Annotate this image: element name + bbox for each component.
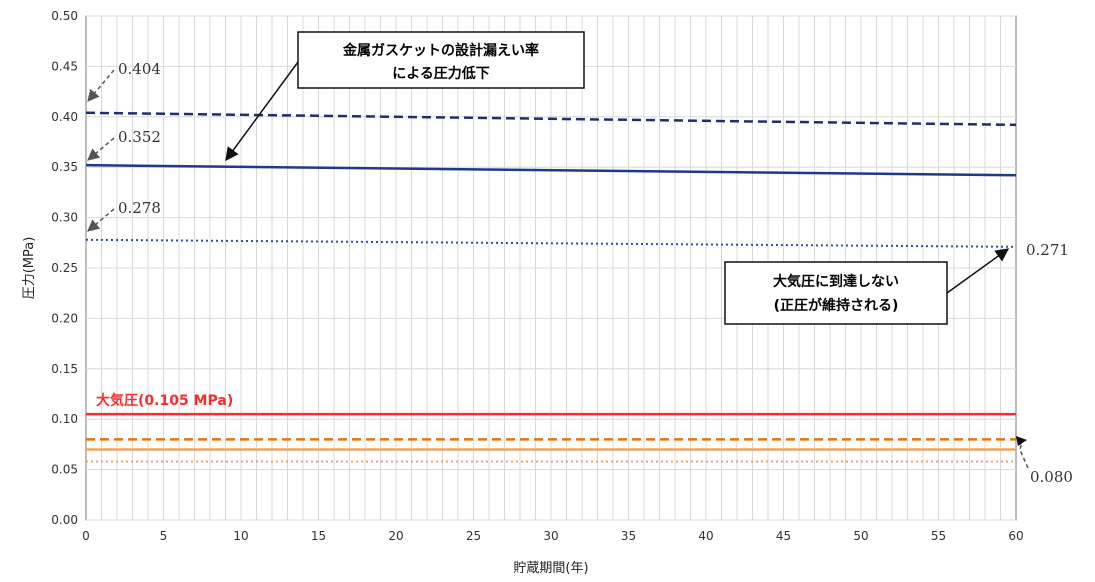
value-label-0404: 0.404 [118,60,161,78]
value-label-0080: 0.080 [1030,468,1073,486]
callout-box-gasket [297,31,585,89]
pointer-arrow-0278 [87,208,115,232]
callout-arrow-gasket [225,61,299,162]
callout-positive-line2: (正圧が維持される) [774,297,899,314]
series-line-2 [85,163,1017,177]
y-tick-label: 0.00 [51,513,78,527]
y-tick-label: 0.05 [51,463,78,477]
x-tick-label: 30 [543,529,558,543]
series-line-1 [85,111,1017,127]
y-tick-label: 0.25 [51,261,78,275]
callout-arrow-positive [946,248,1010,294]
x-tick-label: 60 [1008,529,1023,543]
y-tick-label: 0.50 [51,9,78,23]
y-tick-label: 0.45 [51,59,78,73]
arrow-head-0080 [1016,436,1027,446]
x-tick-label: 55 [931,529,946,543]
y-tick-label: 0.15 [51,362,78,376]
value-label-0278: 0.278 [118,199,161,217]
atmospheric-pressure-label: 大気圧(0.105 MPa) [96,392,233,409]
x-tick-label: 20 [388,529,403,543]
callout-gasket-line2: による圧力低下 [392,65,490,82]
y-tick-label: 0.30 [51,211,78,225]
x-tick-label: 40 [698,529,713,543]
y-tick-label: 0.40 [51,110,78,124]
grid-layer [86,15,1016,521]
x-tick-label: 25 [466,529,481,543]
x-axis-title: 貯蔵期間(年) [513,561,588,576]
pointer-arrow-0080 [1019,440,1029,469]
callout-gasket-line1: 金属ガスケットの設計漏えい率 [342,42,539,59]
series-layer [85,111,1017,463]
x-tick-label: 35 [621,529,636,543]
x-tick-label: 50 [853,529,868,543]
y-tick-label: 0.10 [51,412,78,426]
x-tick-label: 10 [233,529,248,543]
y-axis-title: 圧力(MPa) [22,237,37,300]
callout-positive-line1: 大気圧に到達しない [773,273,899,290]
y-tick-label: 0.20 [51,311,78,325]
series-line-3 [85,238,1017,248]
y-tick-label: 0.35 [51,160,78,174]
callout-box-positive-pressure [724,261,948,325]
x-tick-label: 0 [82,529,90,543]
tick-layer: 0.00 0.05 0.10 0.15 0.20 0.25 0.30 0.35 0.40 0.45… [51,9,1023,543]
pointer-arrow-0352 [87,137,115,161]
x-tick-label: 15 [311,529,326,543]
x-tick-label: 5 [160,529,168,543]
x-tick-label: 45 [776,529,791,543]
value-label-0271: 0.271 [1026,241,1069,259]
value-label-0352: 0.352 [118,128,161,146]
